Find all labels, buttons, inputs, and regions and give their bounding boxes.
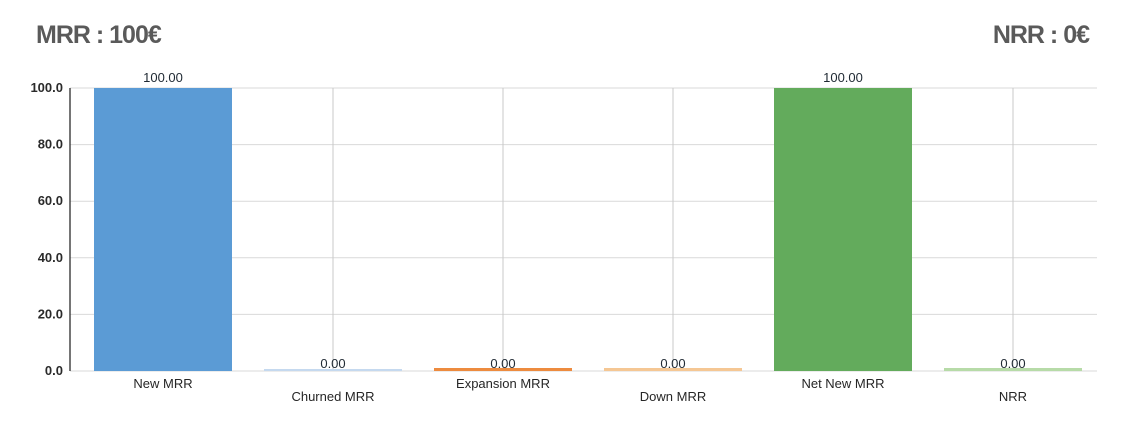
svg-text:100.0: 100.0 [30, 80, 63, 95]
svg-text:0.00: 0.00 [660, 356, 685, 371]
svg-text:0.00: 0.00 [490, 356, 515, 371]
svg-text:Net New MRR: Net New MRR [801, 376, 884, 391]
svg-text:60.0: 60.0 [38, 193, 63, 208]
svg-text:0.0: 0.0 [45, 363, 63, 378]
svg-text:New MRR: New MRR [133, 376, 192, 391]
svg-text:NRR: NRR [999, 389, 1027, 404]
svg-text:80.0: 80.0 [38, 137, 63, 152]
svg-text:0.00: 0.00 [1000, 356, 1025, 371]
svg-text:100.00: 100.00 [143, 70, 183, 85]
svg-text:100.00: 100.00 [823, 70, 863, 85]
svg-text:Down MRR: Down MRR [640, 389, 706, 404]
svg-text:Churned MRR: Churned MRR [291, 389, 374, 404]
svg-text:Expansion MRR: Expansion MRR [456, 376, 550, 391]
svg-text:40.0: 40.0 [38, 250, 63, 265]
svg-text:20.0: 20.0 [38, 306, 63, 321]
svg-text:0.00: 0.00 [320, 356, 345, 371]
